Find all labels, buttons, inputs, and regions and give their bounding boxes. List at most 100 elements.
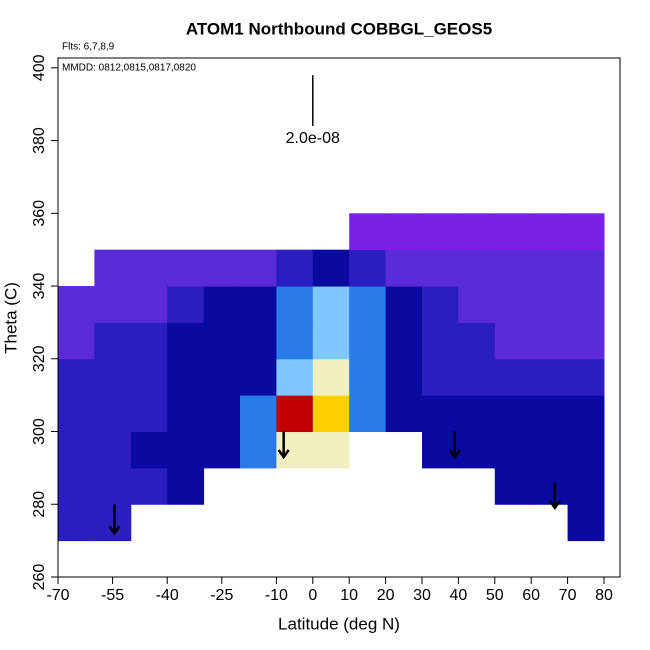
heat-cell xyxy=(494,358,532,396)
x-tick-label: -70 xyxy=(46,587,69,604)
heat-cell xyxy=(203,358,241,396)
heat-cell xyxy=(349,322,387,360)
arrow-head xyxy=(277,449,290,460)
heat-cell xyxy=(421,395,459,433)
flights-label: Flts: 6,7,8,9 xyxy=(62,42,115,53)
arrow-head xyxy=(108,525,121,536)
heat-cell xyxy=(421,249,459,287)
heat-cell xyxy=(276,358,314,396)
heat-cell xyxy=(531,467,569,505)
heat-cell xyxy=(385,395,423,433)
heat-cell xyxy=(421,286,459,323)
heat-cell xyxy=(567,431,605,469)
heat-cell xyxy=(494,249,532,287)
heat-cell xyxy=(421,358,459,396)
heat-cell xyxy=(312,322,350,360)
heat-cell xyxy=(276,286,314,323)
heat-cell xyxy=(203,286,241,323)
heat-cell xyxy=(531,213,569,251)
heat-cell xyxy=(494,431,532,469)
heat-cell xyxy=(167,431,205,469)
x-tick-label: 30 xyxy=(413,587,431,604)
heat-cell xyxy=(385,213,423,251)
heat-cell xyxy=(312,249,350,287)
heat-cell xyxy=(458,358,496,396)
heat-cell xyxy=(167,322,205,360)
arrow-head xyxy=(448,449,461,460)
y-tick-label: 280 xyxy=(31,491,48,518)
x-tick-label: 50 xyxy=(486,587,504,604)
heat-cell xyxy=(94,467,132,505)
heat-cell xyxy=(130,431,168,469)
heat-cell xyxy=(458,213,496,251)
heat-cell xyxy=(494,322,532,360)
heat-cell xyxy=(385,249,423,287)
heat-cell xyxy=(567,504,605,542)
heat-cell xyxy=(239,358,277,396)
heat-cell xyxy=(94,322,132,360)
heat-cell xyxy=(531,249,569,287)
x-tick-label: 40 xyxy=(449,587,467,604)
heat-cell xyxy=(349,249,387,287)
heat-cell xyxy=(349,395,387,433)
heat-cell xyxy=(494,213,532,251)
x-tick-label: 0 xyxy=(308,587,317,604)
x-tick-label: -55 xyxy=(101,587,124,604)
heat-cell xyxy=(567,358,605,396)
x-tick-label: 70 xyxy=(559,587,577,604)
heat-cell xyxy=(94,286,132,323)
x-tick-label: -40 xyxy=(156,587,179,604)
scale-bar-label: 2.0e-08 xyxy=(286,130,340,147)
heat-cell xyxy=(385,286,423,323)
y-tick-label: 340 xyxy=(31,273,48,300)
heat-cell xyxy=(94,504,132,542)
heat-cell xyxy=(567,213,605,251)
heat-cell xyxy=(421,213,459,251)
heat-cell xyxy=(94,249,132,287)
heat-cell xyxy=(167,395,205,433)
x-tick-label: 80 xyxy=(595,587,613,604)
heat-cell xyxy=(276,322,314,360)
heat-cell xyxy=(239,431,277,469)
heat-cell xyxy=(458,286,496,323)
heat-cell xyxy=(458,249,496,287)
y-tick-label: 400 xyxy=(31,54,48,81)
heat-cell xyxy=(58,358,95,396)
heat-cell xyxy=(421,431,459,469)
x-tick-label: -25 xyxy=(210,587,233,604)
heat-cell xyxy=(349,358,387,396)
heat-cell xyxy=(58,467,95,505)
heat-cell xyxy=(421,322,459,360)
y-tick-label: 300 xyxy=(31,418,48,445)
heat-cell xyxy=(203,431,241,469)
heat-cell xyxy=(567,286,605,323)
plot-frame xyxy=(57,57,621,578)
heat-cell xyxy=(494,286,532,323)
y-axis-label: Theta (C) xyxy=(1,282,20,354)
heat-cell xyxy=(239,249,277,287)
heat-cell xyxy=(494,395,532,433)
chart-title: ATOM1 Northbound COBBGL_GEOS5 xyxy=(186,19,492,38)
heat-cell xyxy=(385,322,423,360)
y-tick-label: 260 xyxy=(31,564,48,591)
heat-cell xyxy=(531,431,569,469)
heat-cell xyxy=(239,395,277,433)
heat-cell xyxy=(312,286,350,323)
heat-cell xyxy=(203,322,241,360)
heat-cell xyxy=(567,395,605,433)
heat-cell xyxy=(58,431,95,469)
heat-cell xyxy=(531,358,569,396)
heat-cell xyxy=(167,358,205,396)
heat-cell xyxy=(349,286,387,323)
heat-cell xyxy=(167,249,205,287)
heat-cell xyxy=(312,431,350,469)
heat-cell xyxy=(531,286,569,323)
x-axis-label: Latitude (deg N) xyxy=(278,614,400,633)
heat-cell xyxy=(130,249,168,287)
heat-cell xyxy=(94,431,132,469)
heat-cell xyxy=(312,358,350,396)
heat-cell xyxy=(130,395,168,433)
heat-cell xyxy=(167,286,205,323)
heat-cell xyxy=(458,431,496,469)
